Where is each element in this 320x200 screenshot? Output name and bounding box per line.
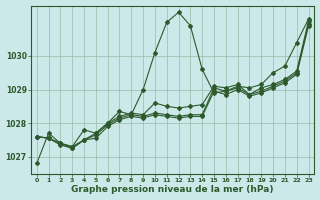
X-axis label: Graphe pression niveau de la mer (hPa): Graphe pression niveau de la mer (hPa)	[71, 185, 274, 194]
